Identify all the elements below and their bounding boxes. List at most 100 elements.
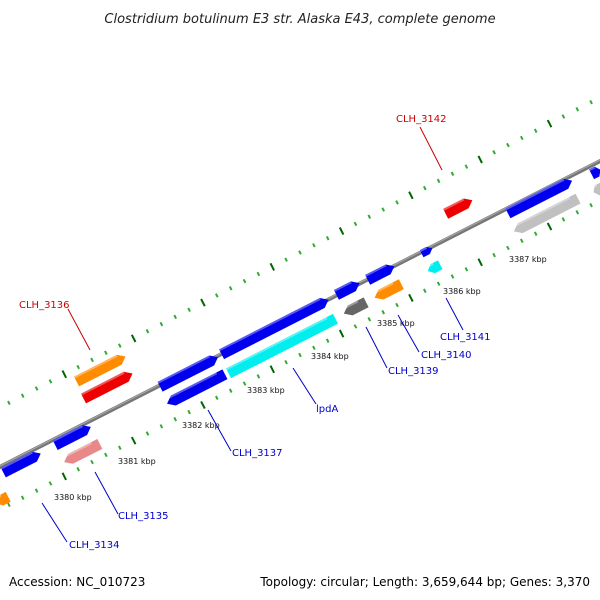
outer-major-tick: [61, 370, 67, 379]
gene-CLH_3134-fwd[interactable]: [0, 449, 43, 478]
kbp-label-3380: 3380 kbp: [54, 493, 92, 502]
gene-label-CLH_3134[interactable]: CLH_3134: [69, 540, 120, 551]
gene-CLH_3140-fwd[interactable]: [365, 261, 397, 285]
leader-CLH_3134: [41, 502, 68, 543]
outer-minor-tick: [575, 107, 580, 112]
inner-minor-tick: [589, 202, 593, 208]
inner-minor-tick: [159, 424, 164, 429]
gene-CLH_3139[interactable]: [341, 297, 369, 318]
inner-major-tick: [61, 472, 67, 481]
gene-rev-right-edge[interactable]: [591, 182, 600, 197]
outer-minor-tick: [450, 171, 455, 176]
inner-minor-tick: [325, 338, 330, 343]
outer-minor-tick: [242, 278, 247, 284]
inner-minor-tick: [284, 359, 288, 365]
leader-CLH_3141: [445, 297, 464, 331]
gene-label-CLH_3136[interactable]: CLH_3136: [19, 300, 70, 311]
gene-label-CLH_3135[interactable]: CLH_3135: [118, 511, 169, 522]
leader-CLH_3137: [207, 409, 232, 452]
outer-minor-tick: [367, 214, 372, 219]
outer-minor-tick: [48, 379, 53, 384]
outer-minor-tick: [520, 135, 524, 141]
inner-minor-tick: [367, 317, 372, 322]
outer-minor-tick: [589, 99, 593, 105]
inner-minor-tick: [381, 309, 385, 315]
gene-CLH_3136[interactable]: [81, 369, 135, 404]
gene-label-lpdA[interactable]: lpdA: [316, 404, 338, 415]
gene-fwd-right-edge[interactable]: [589, 165, 600, 180]
outer-major-tick: [338, 227, 345, 236]
gene-lpdA-fwd[interactable]: [219, 295, 331, 360]
kbp-label-3385: 3385 kbp: [377, 319, 415, 328]
leader-CLH_3142: [419, 126, 443, 171]
inner-minor-tick: [395, 302, 399, 308]
inner-minor-tick: [492, 252, 496, 258]
gene-label-CLH_3141[interactable]: CLH_3141: [440, 332, 491, 343]
outer-minor-tick: [187, 307, 191, 313]
leader-lpdA: [292, 367, 317, 405]
inner-minor-tick: [20, 495, 25, 500]
gene-label-CLH_3140[interactable]: CLH_3140: [421, 350, 472, 361]
inner-minor-tick: [173, 416, 177, 422]
inner-minor-tick: [506, 245, 510, 251]
gene-CLH_3135-fwd[interactable]: [52, 422, 94, 450]
map-title: Clostridium botulinum E3 str. Alaska E43…: [104, 12, 495, 27]
inner-minor-tick: [7, 502, 11, 508]
inner-minor-tick: [242, 381, 247, 386]
leader-CLH_3140: [397, 314, 420, 353]
leader-CLH_3139: [365, 326, 388, 369]
outer-minor-tick: [34, 386, 39, 391]
inner-minor-tick: [34, 488, 39, 493]
leader-CLH_3136: [67, 308, 91, 351]
gene-lpdA[interactable]: [226, 313, 338, 379]
gene-CLH_3139-fwd[interactable]: [333, 278, 362, 300]
inner-major-tick: [408, 293, 414, 302]
gene-CLH_3135[interactable]: [61, 439, 103, 467]
gene-CLH_3140[interactable]: [372, 279, 404, 302]
inner-minor-tick: [118, 445, 122, 451]
outer-minor-tick: [561, 114, 566, 119]
outer-minor-tick: [20, 393, 25, 398]
inner-major-tick: [338, 329, 345, 338]
gene-rev-right[interactable]: [511, 193, 581, 236]
outer-major-tick: [546, 119, 553, 128]
gene-fwd-right[interactable]: [505, 176, 574, 219]
outer-minor-tick: [436, 178, 441, 184]
gene-left-edge[interactable]: [0, 491, 11, 508]
genome-summary-text: Topology: circular; Length: 3,659,644 bp…: [259, 575, 590, 589]
outer-minor-tick: [104, 350, 108, 355]
gene-CLH_3141[interactable]: [425, 260, 443, 275]
outer-minor-tick: [256, 271, 261, 277]
gene-label-CLH_3137[interactable]: CLH_3137: [232, 448, 283, 459]
outer-minor-tick: [298, 250, 302, 255]
inner-minor-tick: [436, 281, 441, 286]
gene-CLH_3141-fwd[interactable]: [419, 245, 434, 258]
inner-major-tick: [269, 365, 275, 374]
outer-major-tick: [477, 155, 483, 164]
gene-CLH_3136-a[interactable]: [74, 352, 128, 387]
inner-minor-tick: [256, 374, 261, 379]
inner-minor-tick: [533, 231, 538, 236]
outer-minor-tick: [228, 286, 233, 291]
gene-label-CLH_3139[interactable]: CLH_3139: [388, 366, 439, 377]
kbp-label-3384: 3384 kbp: [311, 352, 349, 361]
inner-major-tick: [130, 436, 137, 445]
outer-minor-tick: [145, 329, 150, 334]
inner-tick-track: [7, 202, 593, 508]
gene-label-CLH_3142[interactable]: CLH_3142: [396, 114, 447, 125]
outer-minor-tick: [215, 293, 219, 298]
outer-minor-tick: [118, 343, 122, 348]
gene-CLH_3142[interactable]: [443, 195, 475, 219]
inner-minor-tick: [464, 267, 469, 272]
leader-CLH_3135: [94, 471, 119, 515]
gene-CLH_3137[interactable]: [164, 369, 228, 408]
inner-minor-tick: [228, 388, 233, 393]
inner-major-tick: [477, 258, 483, 267]
inner-minor-tick: [450, 274, 455, 279]
outer-major-tick: [269, 262, 275, 271]
gene-CLH_3137-fwd[interactable]: [157, 352, 221, 392]
inner-major-tick: [546, 222, 553, 231]
inner-minor-tick: [312, 345, 316, 351]
inner-minor-tick: [48, 481, 53, 486]
